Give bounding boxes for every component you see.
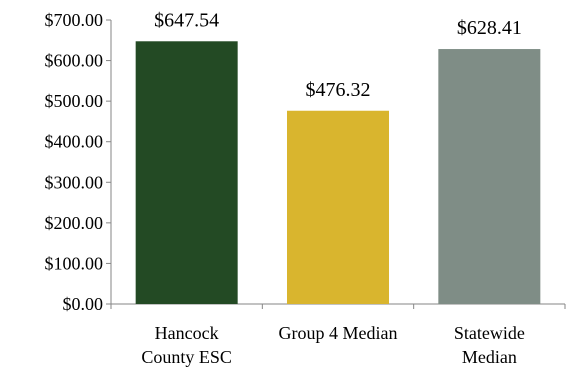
category-label: County ESC [141,347,232,367]
data-label: $476.32 [306,79,371,101]
category-label: Hancock [155,323,219,343]
bar [438,49,541,304]
data-label: $628.41 [457,17,522,39]
y-tick-label: $100.00 [45,253,104,273]
y-tick-label: $400.00 [45,132,104,152]
y-axis-ticks: $0.00 $100.00 $200.00 $300.00 $400.00 $500.00… [45,10,566,314]
y-tick-label: $0.00 [63,294,104,314]
y-tick-label: $500.00 [45,91,104,111]
data-label: $647.54 [154,9,219,31]
y-tick-label: $200.00 [45,213,104,233]
category-label: Median [462,347,517,367]
category-labels: Hancock County ESC Group 4 Median Statewide… [141,323,524,367]
category-label: Statewide [454,323,525,343]
bar [287,110,389,304]
bars [135,41,541,304]
category-label: Group 4 Median [279,323,398,343]
y-tick-label: $700.00 [45,10,104,30]
data-labels: $647.54 $476.32 $628.41 [154,9,522,100]
y-tick-label: $300.00 [45,172,104,192]
y-tick-label: $600.00 [45,51,104,71]
bar [135,41,238,304]
